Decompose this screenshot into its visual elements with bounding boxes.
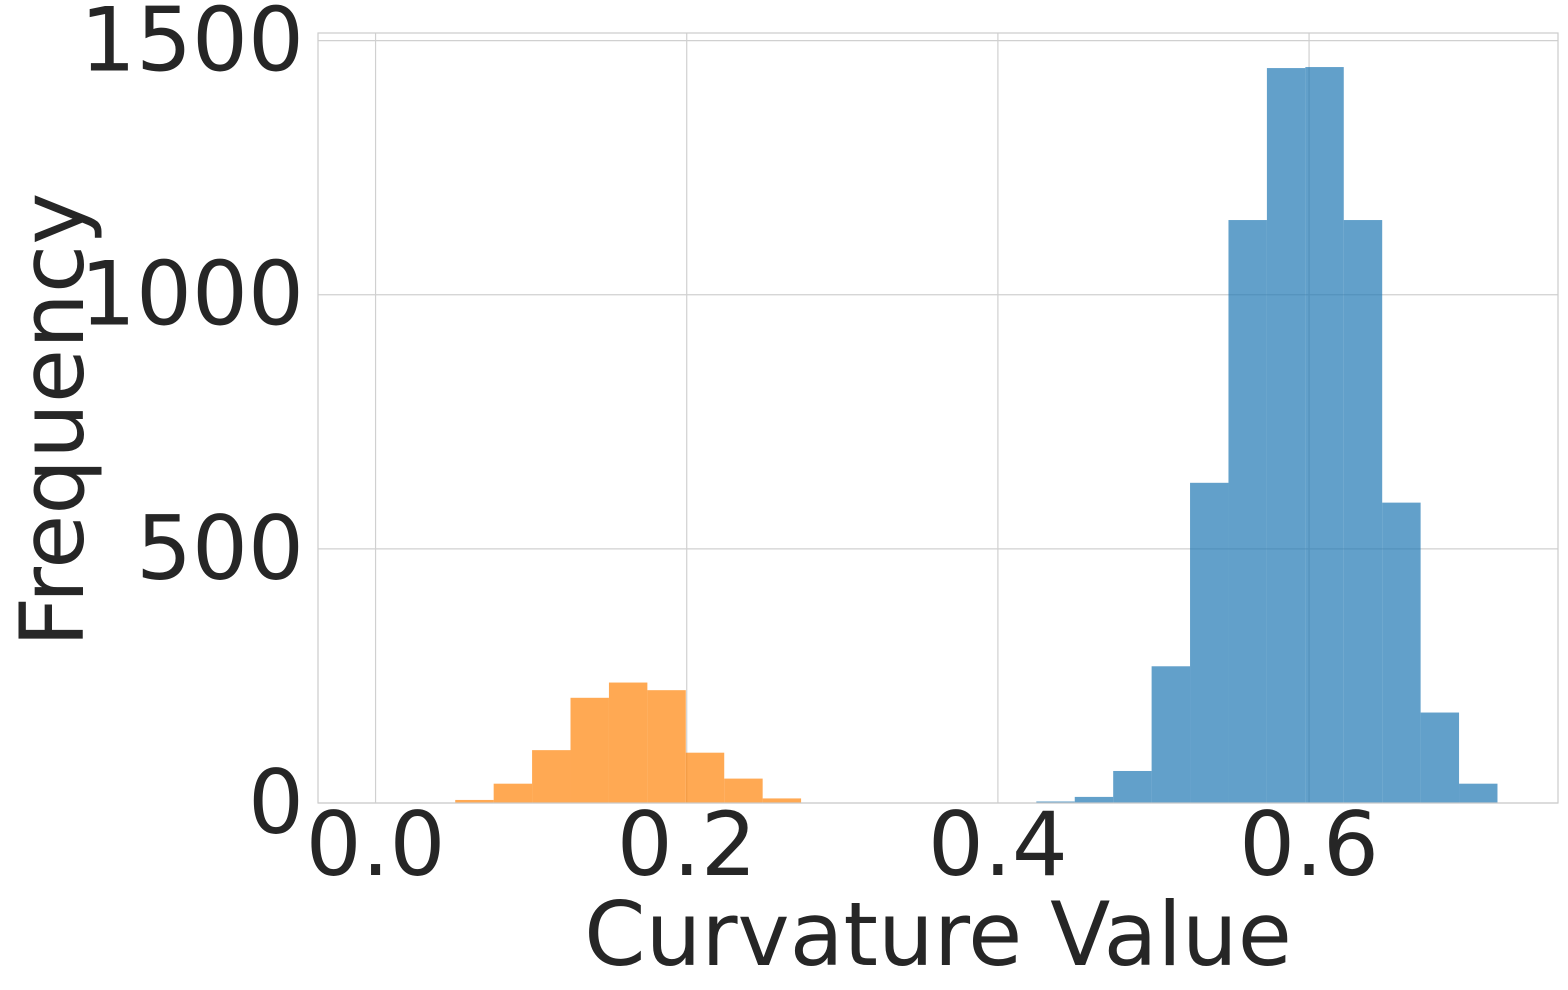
x-tick-label: 0.6 (1239, 793, 1379, 896)
x-tick-label: 0.2 (617, 793, 757, 896)
histogram-bar (532, 750, 571, 803)
histogram-bar (1151, 666, 1191, 803)
histogram-bar (762, 798, 802, 803)
histogram-bar (1343, 220, 1383, 803)
y-tick-label: 1500 (80, 0, 304, 92)
histogram-bar (647, 690, 686, 803)
histogram-bar (493, 783, 533, 803)
histogram-bar (1420, 712, 1460, 803)
histogram-bars (455, 67, 1498, 804)
x-axis-label: Curvature Value (584, 883, 1292, 986)
histogram-bar (1266, 68, 1306, 803)
y-tick-label: 500 (136, 497, 304, 600)
histogram-bar (608, 682, 648, 803)
histogram-bar (1036, 801, 1075, 803)
y-axis-label: Frequency (1, 193, 104, 648)
histogram-bar (685, 752, 725, 803)
x-tick-labels: 0.0 0.2 0.4 0.6 (306, 793, 1379, 896)
histogram-bar (455, 799, 494, 803)
x-tick-label: 0.0 (306, 793, 446, 896)
histogram-bar (1459, 783, 1498, 803)
histogram-bar (1305, 67, 1344, 804)
y-tick-label: 1000 (80, 243, 304, 346)
histogram-bar (1190, 482, 1229, 803)
y-tick-label: 0 (248, 751, 304, 854)
histogram-bar (1074, 796, 1114, 803)
plot-area-frame (317, 32, 1559, 804)
x-tick-label: 0.4 (928, 793, 1068, 896)
histogram-bar (1382, 502, 1421, 803)
histogram-bar (1113, 770, 1152, 803)
histogram-bar (1228, 220, 1267, 803)
histogram-bar (724, 778, 763, 803)
histogram-bar (570, 697, 609, 803)
y-tick-labels: 0 500 1000 1500 (80, 0, 304, 854)
